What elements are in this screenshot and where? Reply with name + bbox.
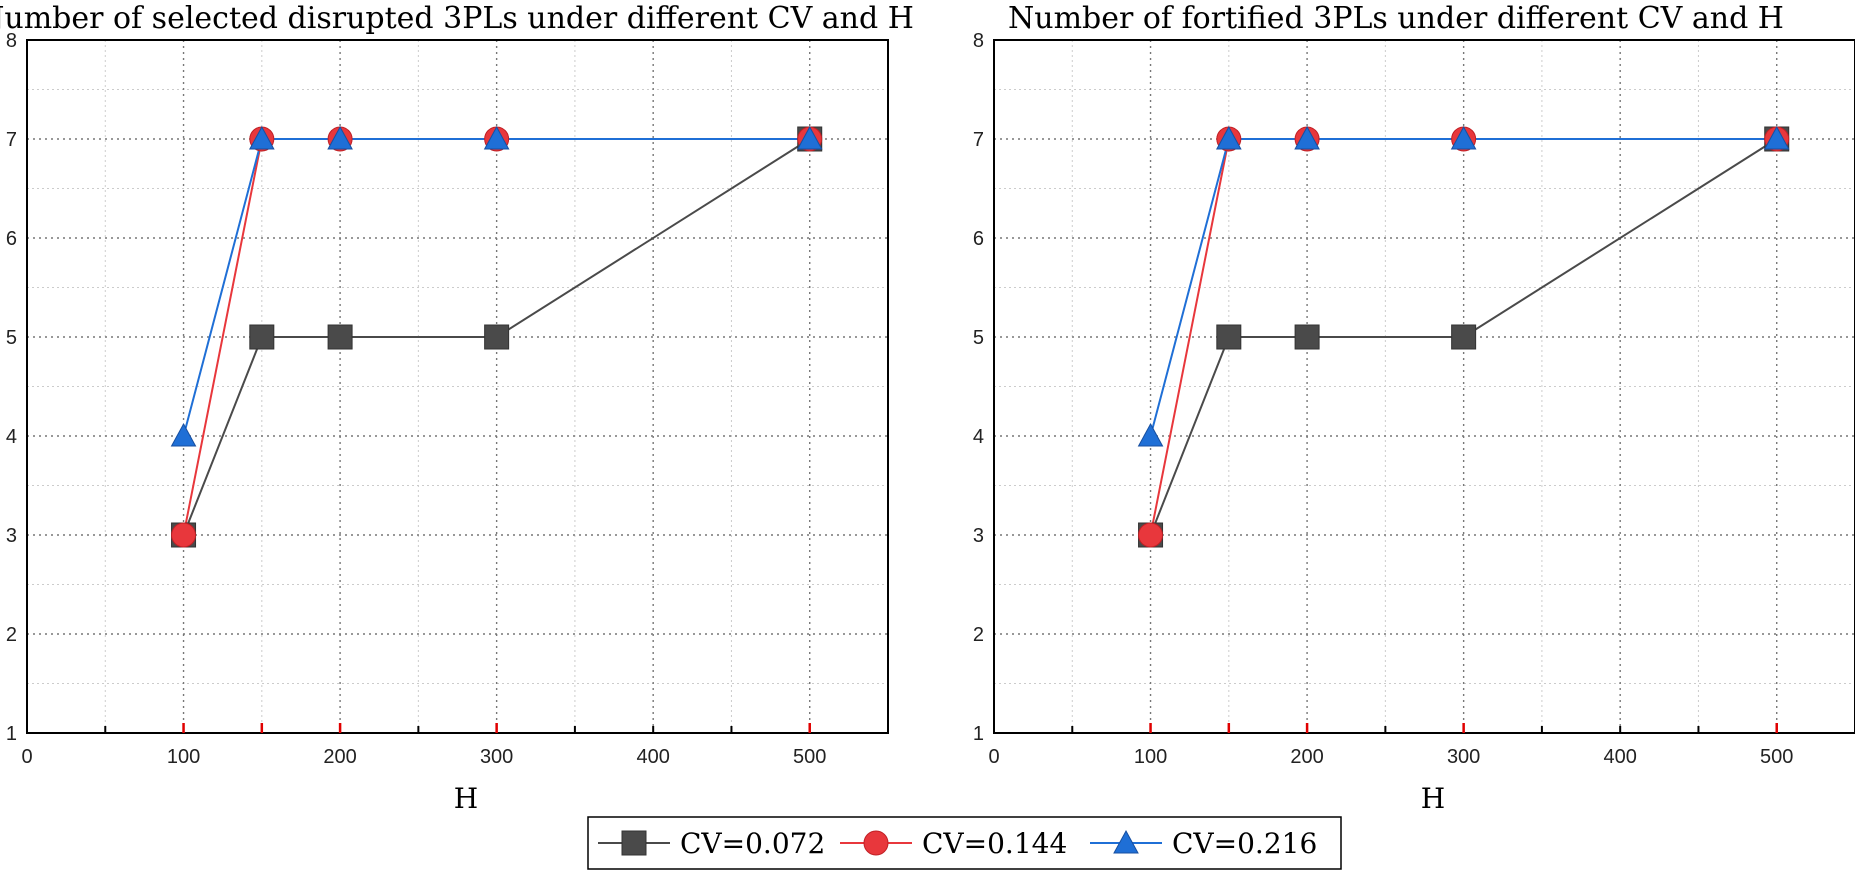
series-layer — [1137, 125, 1790, 548]
data-point-triangle — [248, 125, 275, 150]
y-tick-label: 5 — [6, 327, 17, 349]
y-tick-label: 1 — [6, 723, 17, 745]
y-tick-label: 4 — [973, 426, 984, 448]
legend-entry-cv-0144: CV=0.144 — [840, 827, 1067, 860]
x-tick-label: 400 — [1603, 746, 1636, 768]
x-tick-label: 400 — [636, 746, 669, 768]
data-point-circle — [1138, 522, 1164, 548]
grid — [994, 40, 1855, 733]
y-tick-label: 6 — [973, 228, 984, 250]
data-point-triangle — [170, 422, 197, 447]
legend: CV=0.072 CV=0.144 CV=0.216 — [587, 816, 1342, 870]
x-tick-label: 0 — [988, 746, 999, 768]
chart-fortified-3pls: Number of fortified 3PLs under different… — [973, 1, 1855, 815]
y-tick-label: 2 — [973, 624, 984, 646]
x-tick-label: 100 — [167, 746, 200, 768]
series-layer — [170, 125, 823, 548]
y-tick-label: 4 — [6, 426, 17, 448]
data-point-triangle — [1215, 125, 1242, 150]
y-tick-label: 6 — [6, 228, 17, 250]
legend-label: CV=0.072 — [680, 827, 825, 860]
data-point-circle — [171, 522, 197, 548]
data-point-square — [249, 324, 275, 350]
x-tick-label: 300 — [1447, 746, 1480, 768]
x-tick-label: 200 — [1290, 746, 1323, 768]
chart-title: Number of fortified 3PLs under different… — [1008, 1, 1784, 36]
ticks: 0 100 200 300 400 500 1 2 3 4 5 6 7 8 — [973, 30, 1794, 768]
data-point-square — [1294, 324, 1320, 350]
data-point-triangle — [1137, 422, 1164, 447]
grid — [27, 40, 888, 733]
legend-label: CV=0.216 — [1172, 827, 1317, 860]
data-point-square — [484, 324, 510, 350]
x-tick-label: 100 — [1134, 746, 1167, 768]
y-tick-label: 8 — [6, 30, 17, 52]
legend-entry-cv-0072: CV=0.072 — [598, 827, 825, 860]
ticks: 0 100 200 300 400 500 1 2 3 4 5 6 7 8 — [6, 30, 827, 768]
data-point-square — [1451, 324, 1477, 350]
plot-frame — [26, 39, 889, 734]
legend-square-marker — [621, 830, 647, 856]
data-point-square — [327, 324, 353, 350]
data-point-triangle — [1294, 125, 1320, 150]
data-point-triangle — [483, 125, 510, 150]
y-tick-label: 1 — [973, 723, 984, 745]
y-tick-label: 3 — [6, 525, 17, 547]
legend-triangle-marker — [1113, 829, 1139, 854]
legend-entry-cv-0216: CV=0.216 — [1090, 827, 1317, 860]
x-tick-label: 500 — [1760, 746, 1793, 768]
y-tick-label: 8 — [973, 30, 984, 52]
y-tick-label: 7 — [6, 129, 17, 151]
legend-circle-marker — [863, 830, 889, 856]
y-tick-label: 3 — [973, 525, 984, 547]
data-point-triangle — [796, 125, 823, 150]
data-point-triangle — [1763, 125, 1790, 150]
x-tick-label: 500 — [793, 746, 826, 768]
y-tick-label: 7 — [973, 129, 984, 151]
chart-title: Number of selected disrupted 3PLs under … — [0, 1, 914, 36]
legend-frame — [587, 816, 1342, 870]
y-tick-label: 2 — [6, 624, 17, 646]
data-point-square — [1216, 324, 1242, 350]
x-tick-label: 200 — [323, 746, 356, 768]
data-point-triangle — [1450, 125, 1477, 150]
x-tick-label: 0 — [21, 746, 32, 768]
legend-label: CV=0.144 — [922, 827, 1067, 860]
x-tick-label: 300 — [480, 746, 513, 768]
x-axis-label: H — [1421, 782, 1445, 815]
y-tick-label: 5 — [973, 327, 984, 349]
chart-disrupted-3pls: Number of selected disrupted 3PLs under … — [0, 1, 914, 815]
x-axis-label: H — [454, 782, 478, 815]
data-point-triangle — [327, 125, 353, 150]
plot-frame — [993, 39, 1855, 734]
